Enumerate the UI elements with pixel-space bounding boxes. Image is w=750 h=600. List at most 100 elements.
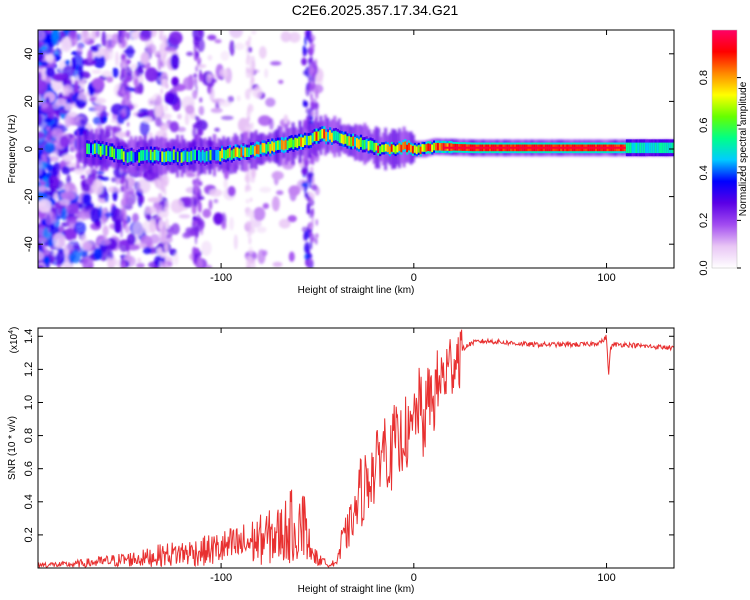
spectrogram-ridge-cell [656, 142, 659, 154]
spectrogram-streak-blob [161, 227, 165, 234]
spectrogram-noise-blob [50, 115, 58, 129]
spectrogram-noise-blob [158, 193, 163, 200]
spectrogram-streak-blob [122, 196, 126, 206]
spectrogram-noise-blob [264, 68, 269, 79]
spectrogram-noise-blob [132, 221, 144, 237]
spectrogram-streak-blob [311, 68, 315, 74]
spectrogram-y-label: Frequency (Hz) [7, 115, 18, 184]
spectrogram-ridge-cell [253, 146, 257, 156]
spectrogram-noise-blob [146, 213, 152, 222]
colorbar-tick-label: 0.8 [698, 70, 710, 85]
spectrogram-streak-blob [199, 68, 202, 79]
snr-x-axis: -100 0 100 [210, 328, 616, 584]
spectrogram-streak-blob [250, 75, 255, 85]
snr-y-axis: 0.2 0.4 0.6 0.8 1.0 1.2 1.4 [23, 329, 674, 543]
spectrogram-noise-blob [87, 49, 93, 63]
spectrogram-ridge-cell [323, 129, 326, 139]
spectrogram-ridge-cell [305, 135, 309, 146]
colorbar-tick-label: 0.4 [698, 165, 710, 180]
spectrogram-streak-blob [308, 107, 313, 117]
spectrogram-ridge-cell [176, 151, 179, 163]
spectrogram-streak-blob [309, 38, 314, 44]
spectrogram-noise-blob [147, 43, 157, 54]
spectrogram-noise-blob [145, 206, 157, 215]
spectrogram-streak-blob [193, 36, 200, 47]
spectrogram-noise-blob [184, 230, 197, 237]
spectrogram-noise-blob [82, 193, 92, 207]
spectrogram-ridge-cell [111, 146, 114, 158]
spectrogram-streak-blob [197, 57, 202, 65]
spectrogram-ridge-cell [311, 133, 314, 143]
spectrogram-streak-blob [310, 60, 317, 70]
spectrogram-streak-blob [162, 206, 169, 218]
snr-y-label: SNR (10 * v/v) [7, 416, 18, 480]
snr-plot-area [38, 328, 674, 568]
spectrogram-streak-blob [120, 83, 123, 91]
spectrogram-ridge-cell [410, 144, 413, 153]
spectrogram-noise-blob [253, 86, 263, 99]
spectrogram-noise-blob [258, 46, 267, 59]
spectrogram-noise-blob [98, 205, 103, 219]
spectrogram-ridge-cell [670, 142, 673, 154]
spectrogram-streak-blob [197, 128, 203, 137]
spectrogram-ridge-cell [213, 149, 216, 161]
spectrogram-noise-blob [184, 112, 190, 126]
spectrogram-noise-blob [90, 207, 101, 223]
spectrogram-ridge-cell [357, 139, 361, 149]
spectrogram-ridge-cell [159, 151, 162, 163]
spectrogram-noise-blob [60, 37, 72, 53]
spectrogram-streak-blob [309, 223, 313, 230]
spectrogram-ridge-cell [396, 144, 399, 153]
spectrogram-ridge-cell [411, 145, 415, 154]
spectrogram-streak-blob [251, 30, 257, 35]
spectrogram-noise-blob [288, 251, 295, 262]
spectrogram-noise-blob [132, 70, 139, 86]
spectrogram-noise-blob [112, 67, 119, 78]
spectrogram-ridge-cell [251, 145, 255, 155]
spectrogram-noise-blob [276, 190, 284, 196]
spectrogram-streak-blob [247, 72, 253, 78]
spectrogram-noise-blob [145, 67, 158, 82]
spectrogram-noise-blob [256, 226, 267, 233]
spectrogram-streak-blob [312, 175, 315, 186]
spectrogram-noise-blob [173, 252, 179, 266]
spectrogram-streak-blob [310, 92, 313, 101]
spectrogram-noise-blob [271, 196, 280, 212]
spectrogram-ridge-cell [209, 149, 212, 161]
spectrogram-streak-blob [164, 251, 168, 263]
spectrogram-ridge-cell [383, 144, 386, 153]
spectrogram-ridge-cell [650, 142, 654, 154]
spectrogram-ridge-cell [134, 151, 137, 163]
spectrogram-ridge-cell [400, 144, 403, 153]
spectrogram-noise-blob [38, 186, 48, 192]
spectrogram-streak-blob [306, 173, 310, 184]
spectrogram-noise-blob [38, 159, 43, 176]
spectrogram-streak-blob [315, 86, 319, 99]
spectrogram-noise-blob [132, 213, 139, 223]
spectrogram-ridge-cell [319, 129, 322, 140]
snr-y-multiplier-close: ) [9, 327, 20, 330]
spectrogram-ridge-cell [257, 144, 260, 155]
spectrogram-ridge-cell [641, 142, 644, 154]
spectrogram-streak-blob [192, 127, 197, 138]
spectrogram-noise-blob [42, 255, 51, 265]
spectrogram-noise-blob [270, 61, 282, 66]
spectrogram-noise-blob [186, 51, 194, 57]
spectrogram-noise-blob [138, 74, 144, 85]
spectrogram-noise-blob [82, 242, 93, 251]
spectrogram-ridge-cell [273, 142, 276, 152]
spectrogram-ridge-cell [660, 142, 663, 154]
spectrogram-noise-blob [70, 249, 81, 264]
spectrogram-streak-blob [245, 198, 250, 204]
spectrogram-y-tick-label: -20 [23, 189, 35, 205]
spectrogram-ridge-cell [93, 143, 97, 154]
spectrogram-streak-blob [250, 221, 255, 228]
spectrogram-ridge-cell [327, 132, 330, 142]
spectrogram-ridge-cell [286, 140, 289, 150]
spectrogram-ridge-cell [246, 147, 249, 157]
spectrogram-ridge-cell [321, 128, 324, 139]
spectrogram-streak-blob [194, 247, 200, 253]
spectrogram-ridge-cell [275, 141, 278, 151]
spectrogram-ridge-cell [95, 142, 98, 154]
spectrogram-streak-blob [309, 196, 313, 205]
